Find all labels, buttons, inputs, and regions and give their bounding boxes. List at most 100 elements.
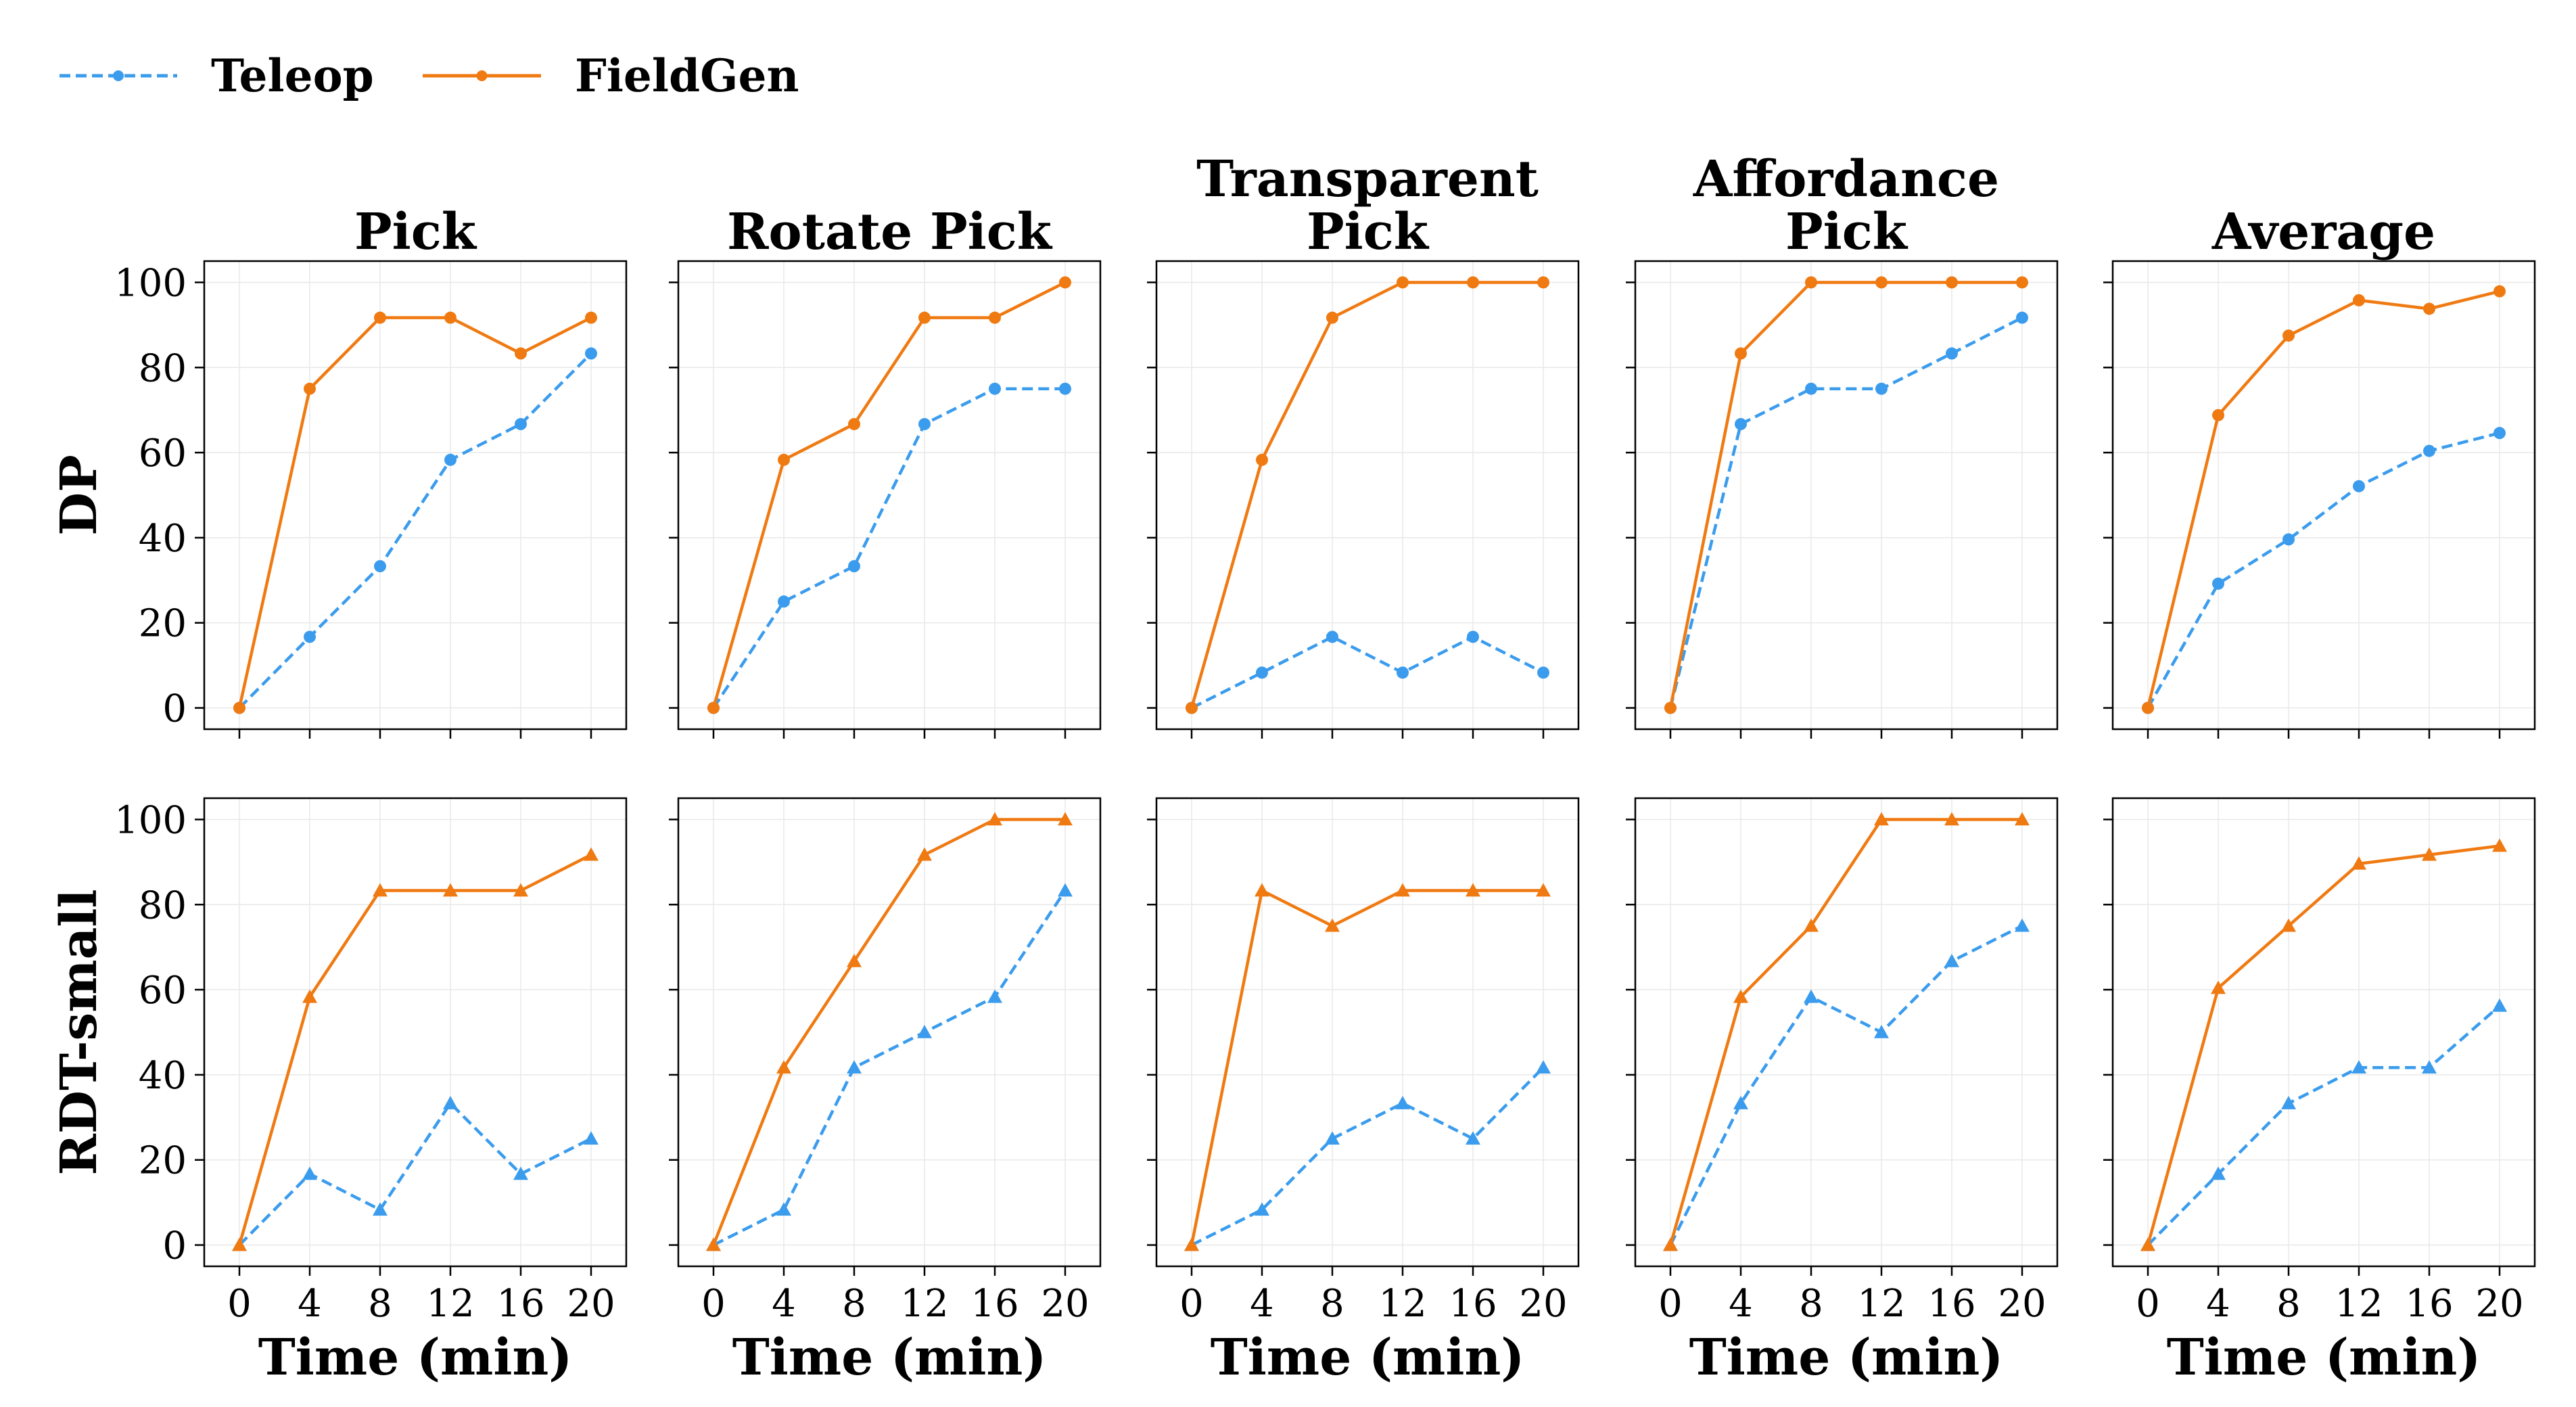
data-point-fieldgen — [776, 1060, 791, 1074]
data-point-fieldgen — [1395, 883, 1410, 897]
series-line-fieldgen — [1190, 889, 1543, 1245]
series-line-fieldgen — [1668, 818, 2022, 1246]
column-title-line: Pick — [1785, 203, 1908, 261]
column-title: Pick — [354, 203, 477, 261]
data-point-fieldgen — [302, 989, 317, 1003]
data-point-teleop — [1944, 953, 1959, 967]
data-point-fieldgen — [1536, 883, 1551, 897]
data-point-fieldgen — [1733, 989, 1748, 1003]
x-tick-label: 12 — [426, 1282, 474, 1326]
data-point-fieldgen — [233, 701, 245, 714]
data-point-fieldgen — [1186, 701, 1198, 714]
data-point-teleop — [443, 1096, 458, 1109]
data-point-teleop — [776, 1202, 791, 1216]
data-point-fieldgen — [584, 847, 599, 861]
data-point-teleop — [1467, 630, 1479, 643]
data-point-teleop — [2423, 444, 2435, 457]
data-point-teleop — [302, 1166, 317, 1180]
data-point-fieldgen — [918, 311, 931, 324]
x-tick-label: 20 — [1041, 1282, 1089, 1326]
data-point-teleop — [2212, 577, 2224, 590]
series-line-fieldgen — [2146, 844, 2500, 1246]
column-title: Rotate Pick — [727, 203, 1053, 261]
legend-item-fieldgen: FieldGen — [423, 49, 799, 102]
data-point-teleop — [1466, 1131, 1480, 1145]
data-point-fieldgen — [1946, 276, 1958, 289]
column-title-line: Rotate Pick — [727, 203, 1053, 261]
data-point-fieldgen — [2211, 980, 2226, 994]
panel-frame — [1634, 797, 2059, 1268]
x-tick-label: 0 — [2136, 1282, 2160, 1326]
x-tick-label: 12 — [1378, 1282, 1426, 1326]
x-tick-label: 16 — [1927, 1282, 1975, 1326]
y-tick-label: 80 — [139, 346, 187, 390]
data-point-fieldgen — [1397, 276, 1409, 289]
panel-frame — [203, 797, 628, 1268]
series-line-fieldgen — [711, 281, 1067, 709]
data-point-fieldgen — [706, 1237, 721, 1251]
x-tick-label: 8 — [368, 1282, 392, 1326]
panel-frame — [2111, 260, 2536, 731]
data-point-teleop — [848, 560, 860, 573]
y-tick-label: 0 — [162, 687, 187, 731]
data-point-fieldgen — [232, 1237, 247, 1251]
data-point-teleop — [1735, 417, 1747, 430]
panel — [2103, 260, 2536, 739]
data-point-teleop — [2492, 998, 2507, 1012]
data-point-fieldgen — [1467, 276, 1479, 289]
x-axis-label: Time (min) — [732, 1329, 1047, 1387]
x-tick-label: 4 — [1729, 1282, 1753, 1326]
data-point-fieldgen — [1058, 812, 1073, 826]
data-point-fieldgen — [2423, 302, 2435, 315]
y-tick-label: 60 — [139, 432, 187, 476]
panel: 0 20 40 60 80 100 — [114, 260, 628, 739]
series-line-teleop — [1668, 924, 2023, 1246]
series-line-teleop — [1190, 1066, 1545, 1247]
data-point-fieldgen — [917, 847, 932, 861]
series-line-teleop — [712, 890, 1067, 1247]
data-point-teleop — [2282, 533, 2295, 546]
x-tick-label: 0 — [1658, 1282, 1683, 1326]
data-point-teleop — [1059, 382, 1071, 395]
x-tick-label: 16 — [1449, 1282, 1497, 1326]
data-point-fieldgen — [1944, 812, 1959, 826]
column-title-line: Average — [2211, 203, 2435, 261]
data-point-teleop — [989, 382, 1001, 395]
panel-frame — [1155, 797, 1580, 1268]
data-point-fieldgen — [2140, 1237, 2155, 1251]
y-tick-label: 80 — [139, 883, 187, 927]
series-line-teleop — [2147, 1005, 2501, 1247]
data-point-fieldgen — [2351, 856, 2366, 870]
data-point-teleop — [918, 417, 931, 430]
series-line-teleop — [238, 352, 592, 710]
y-tick-label: 40 — [139, 1054, 187, 1098]
data-point-fieldgen — [2281, 918, 2296, 932]
x-tick-label: 4 — [298, 1282, 322, 1326]
data-point-teleop — [2493, 427, 2506, 440]
legend-label-teleop: Teleop — [211, 49, 374, 102]
x-tick-label: 20 — [1998, 1282, 2046, 1326]
data-point-fieldgen — [1664, 701, 1677, 714]
data-point-fieldgen — [2142, 701, 2154, 714]
data-point-fieldgen — [1735, 347, 1747, 360]
x-tick-label: 16 — [496, 1282, 544, 1326]
x-tick-label: 8 — [1320, 1282, 1344, 1326]
legend: Teleop FieldGen — [60, 49, 799, 102]
x-tick-label: 16 — [970, 1282, 1018, 1326]
data-point-fieldgen — [585, 311, 597, 324]
panel-frame — [677, 260, 1102, 731]
data-point-fieldgen — [707, 701, 720, 714]
data-point-teleop — [1326, 630, 1338, 643]
x-tick-label: 20 — [2475, 1282, 2523, 1326]
x-tick-label: 4 — [772, 1282, 796, 1326]
panel — [669, 260, 1102, 739]
series-line-teleop — [238, 1101, 592, 1247]
column-title-line: Pick — [354, 203, 477, 261]
data-point-fieldgen — [1466, 883, 1480, 897]
y-tick-label: 40 — [139, 517, 187, 561]
panel — [1626, 260, 2059, 739]
data-point-teleop — [1537, 666, 1549, 679]
data-point-fieldgen — [2016, 276, 2028, 289]
